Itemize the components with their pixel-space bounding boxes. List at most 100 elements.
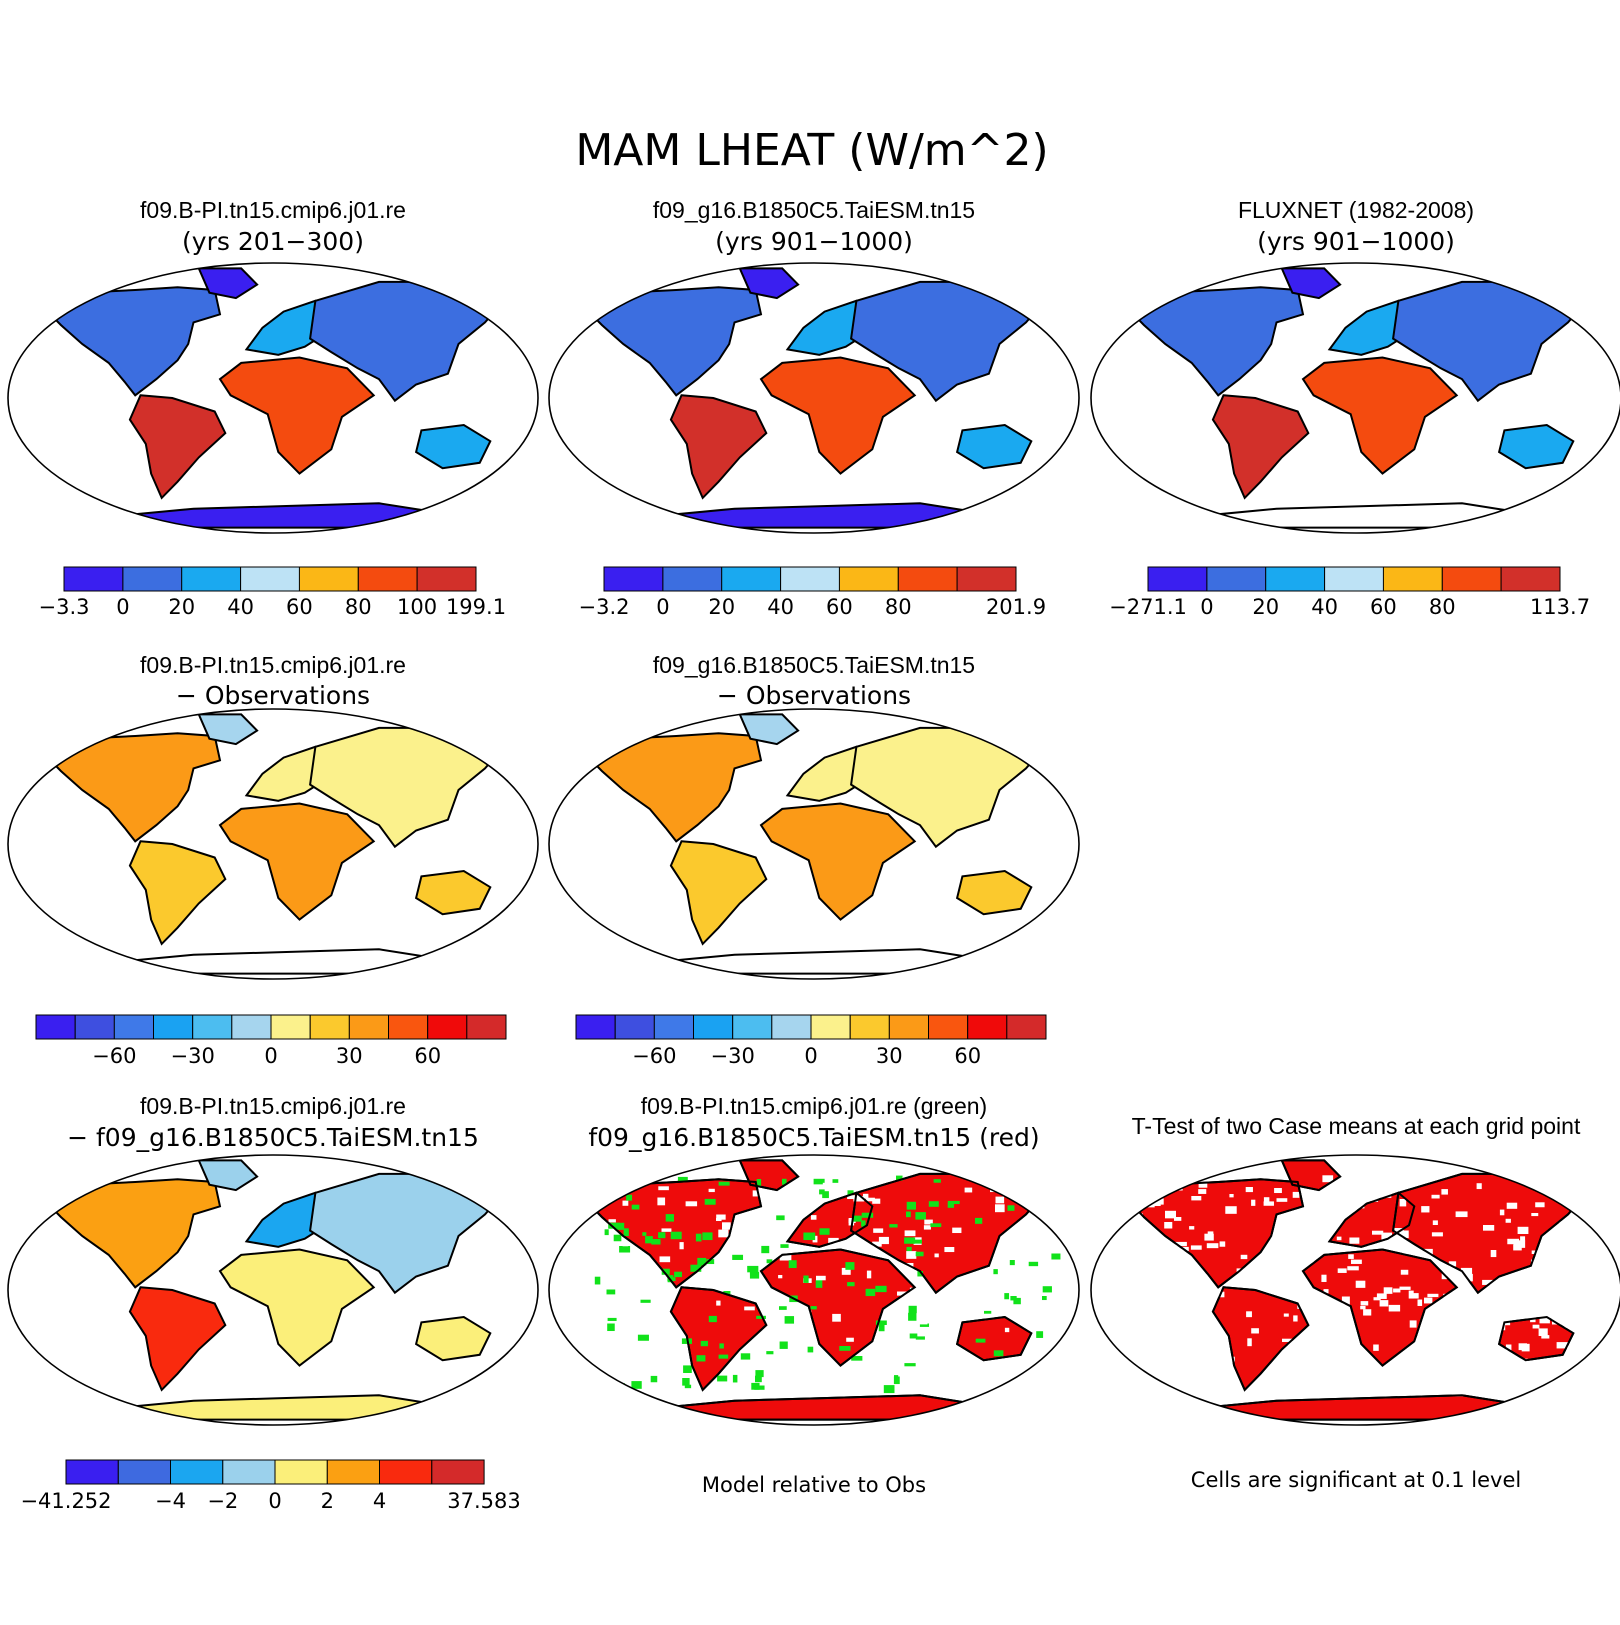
speckle-layer <box>1121 1159 1606 1421</box>
colorbar-box <box>838 566 899 592</box>
colorbar-box <box>897 566 958 592</box>
colorbar-box <box>379 1459 433 1485</box>
colorbar-box <box>771 1014 812 1040</box>
colorbar-box <box>1265 566 1326 592</box>
map-border <box>7 708 539 980</box>
panel-relative: f09.B-PI.tn15.cmip6.j01.re (green) f09_g1… <box>548 1093 1080 1497</box>
colorbar-box <box>181 566 242 592</box>
colorbar-box <box>153 1014 194 1040</box>
map-border <box>7 262 539 534</box>
colorbar-box <box>416 566 477 592</box>
map-border <box>548 708 1080 980</box>
panel-subtitle: − f09_g16.B1850C5.TaiESM.tn15 <box>67 1123 479 1152</box>
colorbar-tick-label: −2 <box>207 1489 238 1513</box>
colorbar-box <box>117 1459 172 1485</box>
colorbar-tick-label: 0 <box>116 595 129 619</box>
colorbar-box <box>1500 566 1561 592</box>
colorbar-obs: −271.1 0 20 40 60 80 113.7 <box>1109 566 1590 619</box>
colorbar-box <box>888 1014 929 1040</box>
panel-title: f09.B-PI.tn15.cmip6.j01.re <box>140 652 406 678</box>
landmass-greenland <box>197 1159 259 1192</box>
colorbar-tick-label: 60 <box>1370 595 1397 619</box>
colorbar-box <box>74 1014 115 1040</box>
colorbar-tick-label: −60 <box>92 1044 136 1068</box>
colorbar-tick-label: 100 <box>397 595 437 619</box>
colorbar-tick-label: −30 <box>171 1044 215 1068</box>
map-border <box>1090 262 1620 534</box>
colorbar-box <box>274 1459 328 1485</box>
colorbar-tick-label: 30 <box>336 1044 363 1068</box>
landmass-greenland <box>738 713 800 746</box>
colorbar-tick-label: 60 <box>286 595 313 619</box>
figure-title: MAM LHEAT (W/m^2) <box>575 125 1048 176</box>
colorbar-case1-obs: −60 −30 0 30 60 <box>35 1014 507 1068</box>
colorbar-tick-label: 37.583 <box>447 1489 520 1513</box>
colorbar-box <box>35 1014 76 1040</box>
panel-title: f09.B-PI.tn15.cmip6.j01.re <box>140 197 406 223</box>
landmass-australia <box>414 423 492 470</box>
colorbar-tick-label: 20 <box>708 595 735 619</box>
colorbar-box <box>466 1014 507 1040</box>
map-border <box>1090 1154 1620 1426</box>
landmass-greenland <box>1280 267 1342 300</box>
panel-case1: f09.B-PI.tn15.cmip6.j01.re (yrs 201−300) −… <box>7 197 539 619</box>
landmass-australia <box>414 869 492 916</box>
colorbar-case2: −3.2 0 20 40 60 80 201.9 <box>579 566 1046 619</box>
map-case1-case2 <box>8 1155 538 1425</box>
landmass-africa <box>759 802 917 921</box>
landmass-australia <box>1497 423 1575 470</box>
panel-note: Cells are significant at 0.1 level <box>1191 1468 1521 1492</box>
colorbar-box <box>614 1014 655 1040</box>
panel-note: Model relative to Obs <box>702 1473 926 1497</box>
colorbar-box <box>270 1014 311 1040</box>
landmass-africa <box>218 356 376 475</box>
colorbar-box <box>1206 566 1267 592</box>
colorbar-box <box>1006 1014 1047 1040</box>
colorbar-box <box>427 1014 468 1040</box>
panel-subtitle: (yrs 901−1000) <box>715 227 913 256</box>
panel-case2: f09_g16.B1850C5.TaiESM.tn15 (yrs 901−1000… <box>548 197 1080 619</box>
colorbar-tick-label: 201.9 <box>986 595 1046 619</box>
colorbar-box <box>662 566 723 592</box>
landmass-northAmerica <box>584 732 763 843</box>
colorbar-box <box>1441 566 1502 592</box>
landmass-northAmerica <box>584 286 763 397</box>
colorbar-box <box>653 1014 694 1040</box>
colorbar-box <box>298 566 359 592</box>
panel-ttest: T-Test of two Case means at each grid po… <box>1090 1113 1620 1492</box>
colorbar-tick-label: 80 <box>885 595 912 619</box>
landmass-northAmerica <box>43 1178 222 1289</box>
colorbar-box <box>1382 566 1443 592</box>
landmass-southAmerica <box>669 394 768 500</box>
colorbar-tick-label: 80 <box>345 595 372 619</box>
colorbar-tick-label: 199.1 <box>446 595 506 619</box>
colorbar-tick-label: −30 <box>711 1044 755 1068</box>
colorbar-box <box>357 566 418 592</box>
panel-title: f09.B-PI.tn15.cmip6.j01.re (green) <box>641 1093 987 1119</box>
landmass-northAmerica <box>1126 286 1305 397</box>
panel-title: FLUXNET (1982-2008) <box>1238 197 1474 223</box>
colorbar-tick-label: 40 <box>767 595 794 619</box>
colorbar-tick-label: 0 <box>268 1489 281 1513</box>
map-case2 <box>549 263 1079 533</box>
colorbar-box <box>348 1014 389 1040</box>
colorbar-tick-label: 60 <box>954 1044 981 1068</box>
landmass-africa <box>218 802 376 921</box>
map-case1 <box>8 263 538 533</box>
colorbar-box <box>1147 566 1208 592</box>
landmass-greenland <box>197 267 259 300</box>
colorbar-tick-label: 20 <box>1252 595 1279 619</box>
colorbar-box <box>732 1014 773 1040</box>
panel-title: f09_g16.B1850C5.TaiESM.tn15 <box>653 652 975 678</box>
landmass-southAmerica <box>128 1286 227 1392</box>
colorbar-box <box>65 1459 119 1485</box>
map-case1-obs <box>8 709 538 979</box>
colorbar-tick-label: −271.1 <box>1109 595 1187 619</box>
panel-case2-obs: f09_g16.B1850C5.TaiESM.tn15 − Observation… <box>548 652 1080 1068</box>
map-border <box>548 262 1080 534</box>
map-obs <box>1091 263 1620 533</box>
landmass-australia <box>955 869 1033 916</box>
colorbar-tick-label: 30 <box>876 1044 903 1068</box>
colorbar-box <box>309 1014 350 1040</box>
